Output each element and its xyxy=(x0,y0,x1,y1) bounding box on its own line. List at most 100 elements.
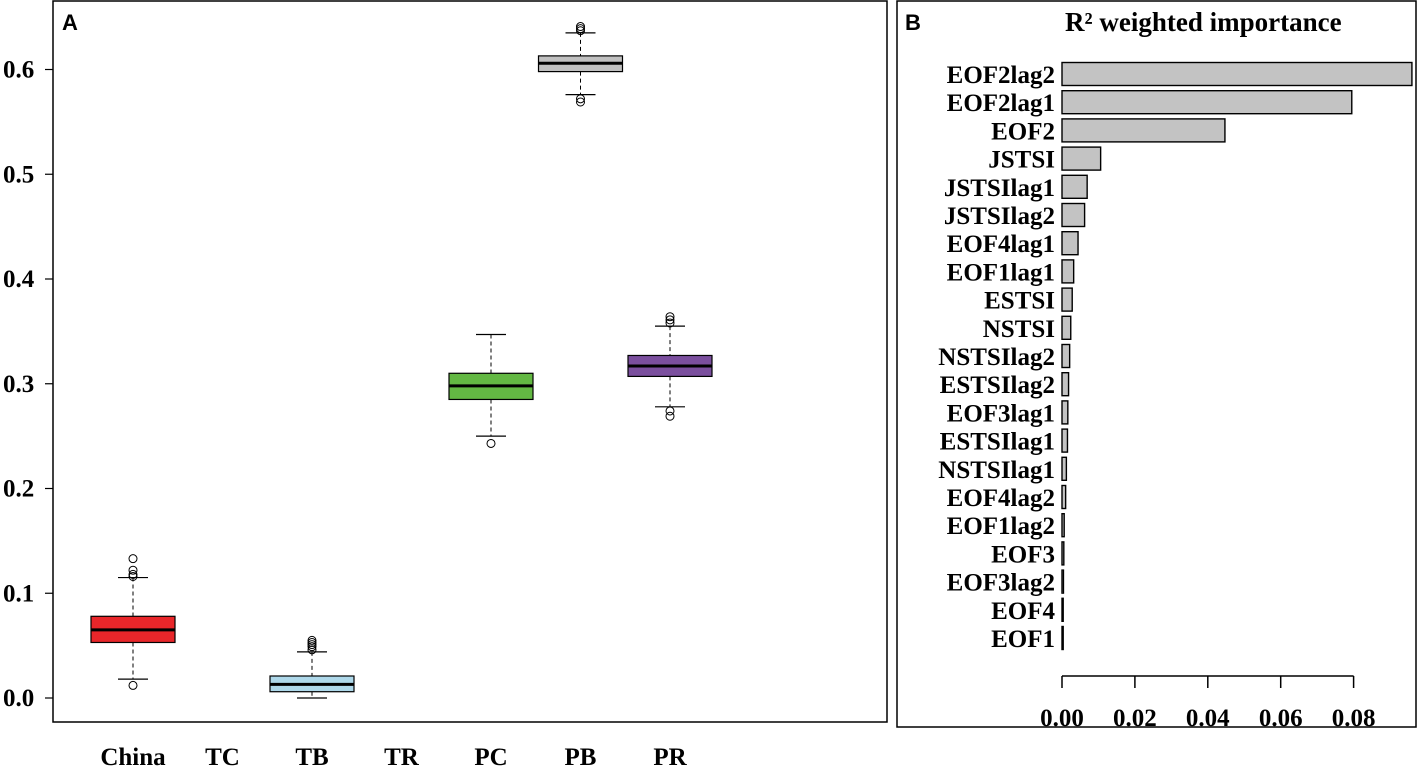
bar-jstsilag2 xyxy=(1061,202,1086,228)
bar-eof2 xyxy=(1061,118,1226,143)
box-pr xyxy=(627,312,713,421)
bar-estsilag1 xyxy=(1061,428,1069,453)
x-tick-label: 0.04 xyxy=(1186,705,1230,732)
outlier-point xyxy=(128,571,138,581)
x-tick-label: 0.02 xyxy=(1113,705,1157,732)
bar-label-eof4: EOF4 xyxy=(991,598,1055,625)
y-tick-label: 0.1 xyxy=(3,580,34,607)
x-tick-label-pr: PR xyxy=(653,744,687,770)
panel-b-bars: EOF2lag2EOF2lag1EOF2JSTSIJSTSIlag1JSTSIl… xyxy=(938,61,1413,653)
outlier-point xyxy=(576,94,585,104)
panel-b-bar-chart: B R² weighted importance EOF2lag2EOF2lag… xyxy=(896,0,1417,732)
bar-label-eof1lag2: EOF1lag2 xyxy=(947,513,1055,540)
bar-nstsilag1 xyxy=(1061,456,1068,481)
bar-label-estsilag1: ESTSIlag1 xyxy=(940,429,1055,456)
outlier-point xyxy=(307,645,317,655)
bar-label-eof4lag1: EOF4lag1 xyxy=(947,231,1055,258)
y-tick-label: 0.4 xyxy=(3,266,35,293)
bar-eof2lag2 xyxy=(1061,61,1413,87)
outlier-point xyxy=(576,97,585,107)
bar-eof4lag1 xyxy=(1061,230,1079,256)
x-tick-label-tb: TB xyxy=(295,744,328,770)
bar-label-estsi: ESTSI xyxy=(984,288,1055,315)
outlier-point xyxy=(665,312,675,322)
bar-label-nstsilag2: NSTSIlag2 xyxy=(938,344,1055,371)
box-china xyxy=(90,554,176,690)
bar-nstsi xyxy=(1061,315,1072,340)
bar-nstsilag2 xyxy=(1061,343,1071,369)
outlier-point xyxy=(665,411,675,421)
x-tick-label: 0.06 xyxy=(1259,705,1303,732)
panel-a-x-axis: China TC TB TR PC PB PR xyxy=(100,744,687,770)
x-tick-label-china: China xyxy=(100,744,166,770)
outlier-point xyxy=(576,22,585,32)
y-tick-label: 0.5 xyxy=(3,161,34,188)
outlier-point xyxy=(307,635,317,645)
bar-label-nstsilag1: NSTSIlag1 xyxy=(938,457,1055,484)
x-tick-label: 0.00 xyxy=(1040,705,1084,732)
outlier-point xyxy=(307,640,317,650)
bar-jstsilag1 xyxy=(1061,174,1088,200)
outlier-point xyxy=(665,406,675,416)
panel-a-boxes xyxy=(90,22,713,699)
outlier-point xyxy=(128,565,138,575)
bar-eof2lag1 xyxy=(1061,89,1353,115)
box-tb xyxy=(269,635,355,699)
bar-label-nstsi: NSTSI xyxy=(983,316,1055,343)
bar-eof1 xyxy=(1061,625,1064,651)
bar-eof3 xyxy=(1061,541,1065,566)
bar-label-eof2lag2: EOF2lag2 xyxy=(947,62,1055,89)
x-tick-label-tr: TR xyxy=(384,744,420,770)
x-tick-label-pb: PB xyxy=(565,744,597,770)
bar-eof1lag2 xyxy=(1061,513,1065,538)
panel-a-frame xyxy=(52,0,888,723)
box-pb xyxy=(537,22,624,107)
outlier-point xyxy=(128,554,138,564)
panel-a-label: A xyxy=(62,10,78,35)
outlier-point xyxy=(128,680,138,690)
y-tick-label: 0.0 xyxy=(3,685,34,712)
bar-label-eof4lag2: EOF4lag2 xyxy=(947,485,1055,512)
bar-label-jstsilag1: JSTSIlag1 xyxy=(944,175,1055,202)
bar-label-eof3lag2: EOF3lag2 xyxy=(947,570,1055,597)
bar-label-jstsi: JSTSI xyxy=(988,147,1055,174)
y-tick-label: 0.2 xyxy=(3,476,34,503)
outlier-point xyxy=(307,642,317,652)
bar-jstsi xyxy=(1061,146,1102,171)
bar-label-eof1lag1: EOF1lag1 xyxy=(947,259,1055,286)
x-tick-label: 0.08 xyxy=(1332,705,1376,732)
outlier-point xyxy=(665,315,675,325)
bar-label-estsilag2: ESTSIlag2 xyxy=(940,372,1055,399)
outlier-point xyxy=(486,438,496,448)
panel-b-x-axis: 0.00 0.02 0.04 0.06 0.08 xyxy=(1040,675,1376,732)
y-tick-label: 0.6 xyxy=(3,57,34,84)
bar-label-eof1: EOF1 xyxy=(991,626,1055,653)
panel-b-label: B xyxy=(905,10,921,35)
outlier-point xyxy=(128,569,138,579)
bar-label-eof2: EOF2 xyxy=(991,118,1055,145)
y-tick-label: 0.3 xyxy=(3,371,34,398)
panel-a-y-axis: 0.0 0.1 0.2 0.3 0.4 0.5 0.6 xyxy=(3,57,53,712)
outlier-point xyxy=(665,318,675,328)
panel-a-boxplot: A 0.0 0.1 0.2 0.3 0.4 0.5 0.6 China TC TB TR PC PB P… xyxy=(3,0,888,770)
bar-label-eof2lag1: EOF2lag1 xyxy=(947,90,1055,117)
bar-eof4lag2 xyxy=(1061,484,1067,510)
bar-estsi xyxy=(1061,287,1073,312)
bar-label-eof3: EOF3 xyxy=(991,541,1055,568)
panel-b-frame xyxy=(896,0,1417,728)
x-tick-label-pc: PC xyxy=(474,744,507,770)
outlier-point xyxy=(307,637,317,647)
x-tick-label-tc: TC xyxy=(205,744,240,770)
bar-estsilag2 xyxy=(1061,372,1070,397)
bar-label-jstsilag2: JSTSIlag2 xyxy=(944,203,1055,230)
outlier-point xyxy=(576,24,585,34)
box-pc xyxy=(448,333,534,448)
bar-eof3lag2 xyxy=(1061,569,1065,594)
bar-label-eof3lag1: EOF3lag1 xyxy=(947,400,1055,427)
bar-eof3lag1 xyxy=(1061,400,1069,425)
outlier-point xyxy=(576,26,585,36)
bar-eof4 xyxy=(1061,597,1064,622)
bar-eof1lag1 xyxy=(1061,259,1075,284)
panel-b-title: R² weighted importance xyxy=(1065,7,1342,37)
